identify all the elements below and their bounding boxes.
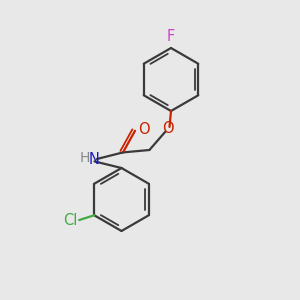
Text: O: O [162,121,174,136]
Text: O: O [138,122,150,136]
Text: Cl: Cl [63,213,78,228]
Text: N: N [89,152,100,166]
Text: H: H [80,152,90,165]
Text: F: F [167,29,175,44]
